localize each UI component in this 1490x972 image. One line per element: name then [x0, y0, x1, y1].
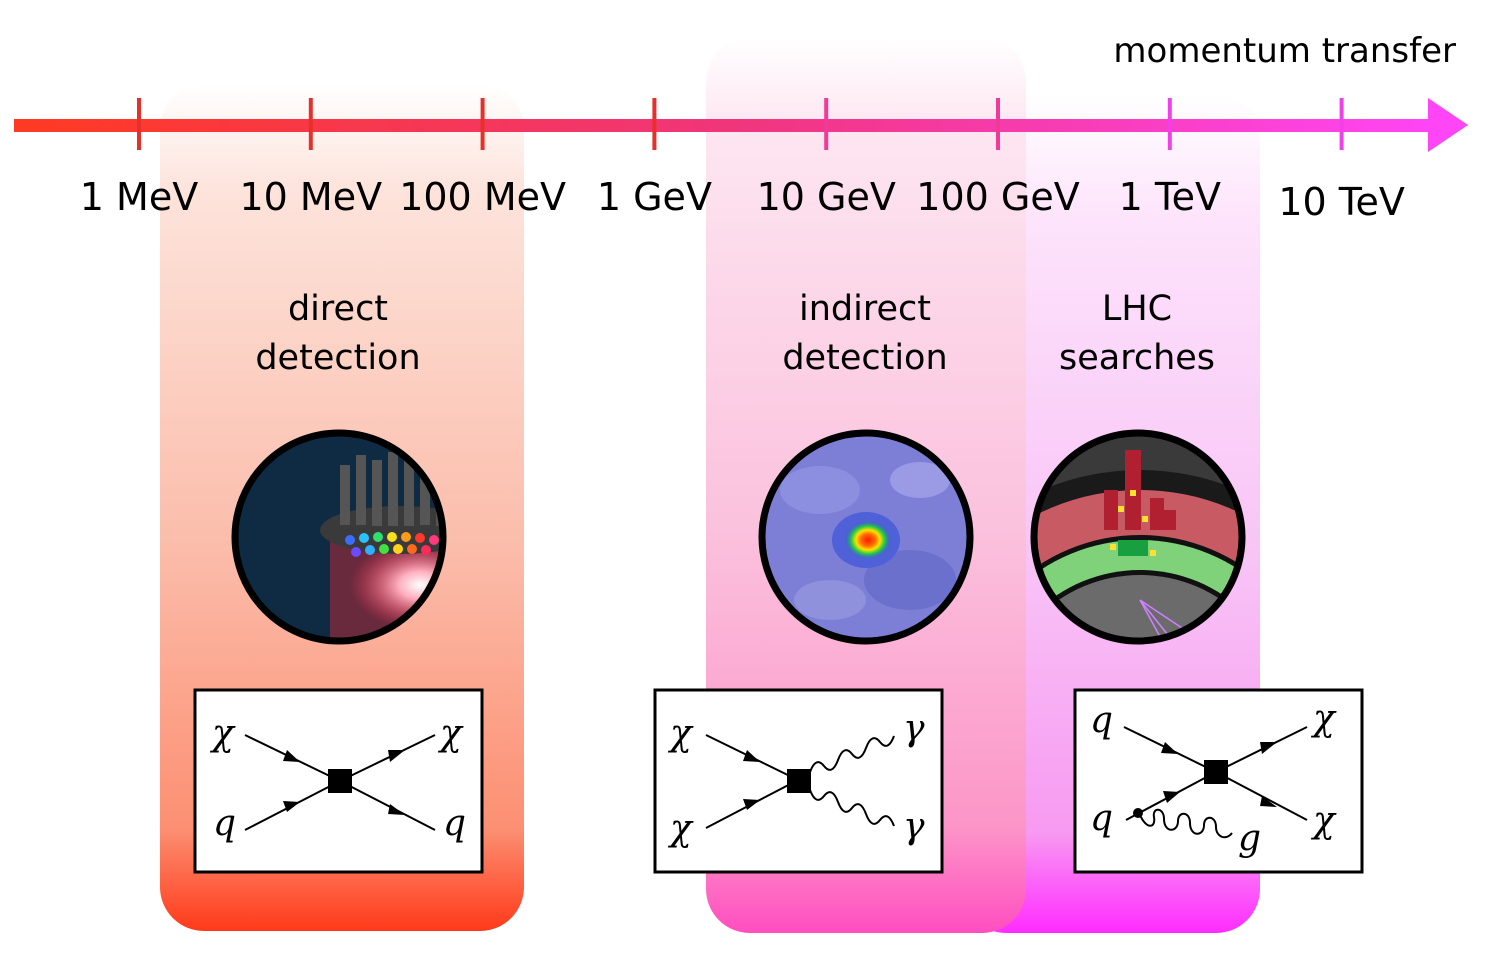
band-label-line: LHC — [1102, 289, 1172, 329]
axis-tick-label: 1 GeV — [597, 175, 712, 219]
particle-label: q — [1090, 700, 1113, 741]
indirect-feynman-diagram: χ χ γ γ — [653, 688, 944, 874]
particle-label: χ — [209, 713, 236, 754]
direct-band-label: direct detection — [255, 289, 420, 378]
gamma-ray-sky-map-icon — [758, 429, 974, 645]
particle-label: χ — [1310, 800, 1337, 841]
xenon-detector-icon — [231, 429, 447, 645]
particle-label: χ — [667, 808, 694, 849]
particle-label: χ — [667, 713, 694, 754]
axis-tick-label: 1 MeV — [80, 175, 198, 219]
axis-tick-label: 1 TeV — [1119, 175, 1221, 219]
particle-label: χ — [1310, 698, 1337, 739]
particle-label: γ — [903, 806, 925, 847]
particle-label: γ — [903, 708, 925, 749]
band-label-line: detection — [782, 338, 947, 378]
lhc-feynman-diagram: q q χ χ g — [1073, 688, 1364, 874]
band-label-line: direct — [288, 289, 388, 329]
particle-label: q — [1090, 798, 1113, 839]
band-label-line: searches — [1059, 338, 1215, 378]
tick-marks — [137, 98, 1344, 150]
axis-tick-label: 10 GeV — [757, 175, 896, 219]
axis-tick-label: 10 MeV — [240, 175, 383, 219]
particle-label: q — [443, 803, 466, 844]
particle-label: χ — [437, 713, 464, 754]
indirect-band-label: indirect detection — [782, 289, 947, 378]
momentum-axis: 1 MeV 10 MeV 100 MeV 1 GeV 10 GeV 100 GeV 1 Te… — [14, 31, 1468, 224]
axis-title: momentum transfer — [1113, 31, 1456, 71]
axis-line — [14, 119, 1434, 132]
particle-label: q — [213, 803, 236, 844]
tick-labels: 1 MeV 10 MeV 100 MeV 1 GeV 10 GeV 100 GeV 1 Te… — [80, 175, 1405, 224]
axis-tick-label: 10 TeV — [1278, 180, 1405, 224]
band-label-line: indirect — [799, 289, 931, 329]
band-label-line: detection — [255, 338, 420, 378]
axis-tick-label: 100 MeV — [399, 175, 566, 219]
axis-tick-label: 100 GeV — [916, 175, 1079, 219]
lhc-band-label: LHC searches — [1059, 289, 1215, 378]
axis-arrowhead — [1428, 98, 1468, 152]
particle-label: g — [1238, 818, 1261, 859]
direct-feynman-diagram: χ χ q q — [193, 688, 484, 874]
